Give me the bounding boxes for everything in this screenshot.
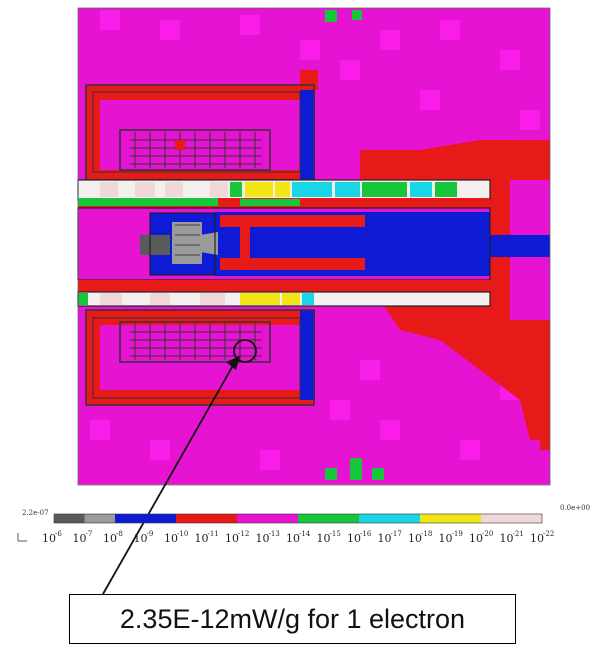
colorbar-swatch	[237, 514, 268, 523]
colorbar-tick-label-exponent: -20	[482, 530, 493, 538]
colorbar-swatches	[53, 513, 543, 524]
upper-segment-strip	[77, 179, 491, 208]
colorbar-tick-label-exponent: -8	[116, 530, 123, 538]
green-spots	[325, 10, 384, 480]
annotation-arrow	[102, 356, 240, 595]
annotation-text: 2.35E-12mW/g for 1 electron	[119, 603, 466, 634]
colorbar-swatch	[54, 514, 85, 523]
colorbar-tick-label-exponent: -18	[421, 530, 432, 538]
colorbar-tick-label-base: 10	[530, 532, 544, 545]
colorbar-tick-label-base: 10	[42, 532, 56, 545]
colorbar-tick-label-base: 10	[195, 532, 209, 545]
lower-segment-strip	[77, 280, 491, 307]
colorbar-tick-label-base: 10	[439, 532, 453, 545]
colorbar-tick-label-exponent: -10	[177, 530, 188, 538]
colorbar-tick-label-base: 10	[500, 532, 514, 545]
colorbar-tick-label-exponent: -9	[147, 530, 154, 538]
colorbar-tick-label-exponent: -13	[269, 530, 280, 538]
colorbar-tick-label-base: 10	[469, 532, 483, 545]
colorbar-tick-label-exponent: -12	[238, 530, 249, 538]
colorbar-swatch	[359, 514, 390, 523]
lower-coil-housing	[85, 309, 315, 406]
colorbar-swatch	[481, 514, 512, 523]
colorbar-swatch	[328, 514, 360, 523]
colorbar-swatch	[298, 514, 329, 523]
measurement-point-circle	[233, 339, 257, 363]
annotation-label-box: 2.35E-12mW/g for 1 electron	[69, 594, 516, 644]
upper-coil-housing	[85, 84, 315, 181]
colorbar-tick-label-exponent: -22	[543, 530, 554, 538]
colorbar-tick-label-exponent: -17	[391, 530, 402, 538]
colorbar-tick-label-base: 10	[378, 532, 392, 545]
colorbar-tick-label-base: 10	[256, 532, 270, 545]
colorbar-tick-label-base: 10	[134, 532, 148, 545]
axes-orientation-icon	[17, 533, 27, 542]
central-beam-region	[77, 207, 491, 281]
blue-right-patch	[490, 235, 550, 257]
dose-map	[77, 7, 551, 486]
colorbar-tick-label-base: 10	[408, 532, 422, 545]
colorbar-tick-label-base: 10	[103, 532, 117, 545]
colorbar-tick-label-exponent: -16	[360, 530, 372, 538]
colorbar-swatch	[84, 514, 116, 523]
colorbar-swatch	[511, 514, 543, 523]
colorbar-tick-label-base: 10	[73, 532, 87, 545]
colorbar-tick-label-base: 10	[164, 532, 178, 545]
colorbar-swatch	[206, 514, 238, 523]
colorbar-tick-label-exponent: -6	[55, 530, 62, 538]
colorbar-swatch	[267, 514, 299, 523]
colorbar-swatch	[450, 514, 482, 523]
colorbar-swatch	[176, 514, 207, 523]
colorbar-max-label: 2.2e-07	[22, 509, 49, 517]
colorbar-border	[53, 513, 543, 524]
colorbar-tick-label-base: 10	[286, 532, 300, 545]
colorbar-tick-labels: 10 -6 10 -7 10 -8 10 -9 10 -10 10 -11 10 -12 10 -13 10 -1…	[42, 530, 554, 545]
colorbar-tick-label-exponent: -14	[299, 530, 311, 538]
colorbar: 2.2e-07 0.0e+00 10 -6 10 -7 10 -8 10 -9 10 -10 10-…	[17, 504, 590, 545]
colorbar-tick-label-base: 10	[347, 532, 361, 545]
colorbar-swatch	[420, 514, 451, 523]
colorbar-tick-label-exponent: -15	[330, 530, 341, 538]
colorbar-tick-label-base: 10	[225, 532, 239, 545]
colorbar-tick-label-exponent: -19	[452, 530, 463, 538]
colorbar-swatch	[145, 514, 177, 523]
colorbar-min-label: 0.0e+00	[560, 504, 590, 512]
colorbar-swatch	[389, 514, 421, 523]
colorbar-tick-label-exponent: -7	[86, 530, 93, 538]
colorbar-swatch	[115, 514, 146, 523]
colorbar-tick-label-base: 10	[317, 532, 331, 545]
colorbar-tick-label-exponent: -21	[513, 530, 524, 538]
colorbar-tick-label-exponent: -11	[208, 530, 219, 538]
